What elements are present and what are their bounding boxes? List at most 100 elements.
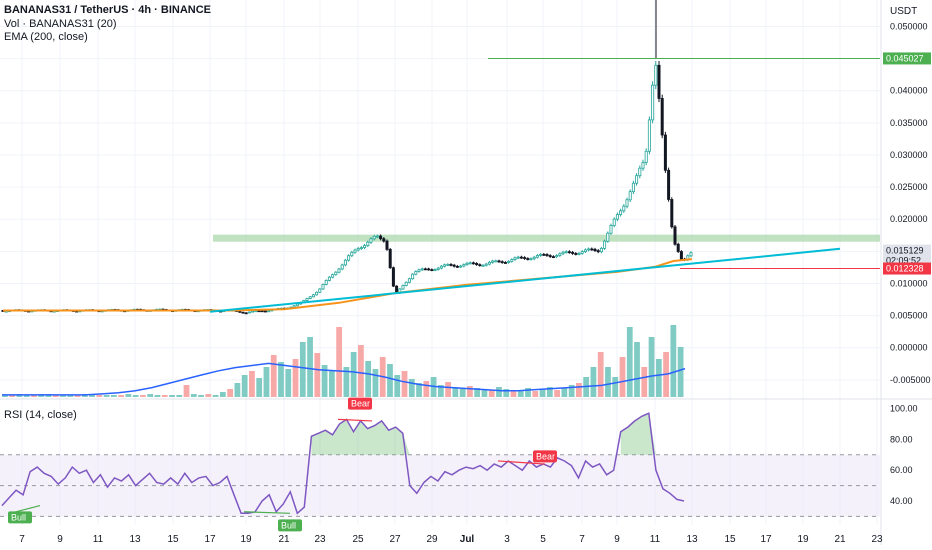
volume-bar bbox=[394, 375, 401, 397]
time-tick-label: 21 bbox=[278, 534, 290, 545]
candle-body bbox=[318, 288, 322, 293]
candle-body bbox=[449, 264, 453, 266]
candle-body bbox=[657, 64, 661, 99]
volume-bar bbox=[147, 394, 154, 397]
volume-bar bbox=[89, 395, 95, 397]
time-tick-label: 29 bbox=[426, 534, 438, 545]
price-tick-label: 0.040000 bbox=[890, 86, 928, 96]
candle-body bbox=[251, 310, 255, 313]
current-price-label: 0.015129 bbox=[886, 246, 924, 256]
volume-bar bbox=[2, 395, 8, 397]
candle-body bbox=[667, 169, 671, 200]
time-tick-label: 17 bbox=[760, 534, 772, 545]
high-level-label: 0.045027 bbox=[886, 53, 924, 63]
candle-body bbox=[401, 285, 405, 290]
candle-body bbox=[558, 253, 562, 256]
candle-body bbox=[331, 274, 335, 278]
candle-body bbox=[324, 279, 328, 285]
volume-bar bbox=[234, 383, 241, 397]
candle-body bbox=[337, 268, 341, 273]
candle-body bbox=[500, 261, 504, 264]
time-tick-label: 27 bbox=[389, 534, 401, 545]
volume-bar bbox=[249, 371, 255, 397]
signal-bear-tag: Bear bbox=[536, 451, 555, 461]
volume-bar bbox=[307, 337, 313, 397]
volume-bar bbox=[474, 388, 481, 397]
candle-body bbox=[484, 263, 488, 266]
price-tick-label: 0.030000 bbox=[890, 150, 928, 160]
candle-body bbox=[468, 262, 472, 265]
volume-bar bbox=[561, 388, 568, 397]
candle-body bbox=[551, 256, 555, 258]
candle-body bbox=[580, 251, 584, 254]
rsi-line bbox=[1, 412, 685, 515]
candle-body bbox=[417, 269, 421, 272]
candle-body bbox=[663, 134, 667, 171]
volume-bar bbox=[437, 385, 444, 397]
candle-body bbox=[411, 273, 415, 280]
time-tick-label: 13 bbox=[129, 534, 141, 545]
candle-body bbox=[427, 268, 431, 271]
candle-body bbox=[420, 268, 424, 271]
volume-bar bbox=[517, 390, 524, 397]
volume-bar bbox=[532, 391, 539, 397]
candle-body bbox=[596, 250, 600, 253]
volume-bar bbox=[358, 345, 364, 397]
volume-bar bbox=[321, 365, 328, 397]
time-tick-label: 19 bbox=[240, 534, 252, 545]
price-tick-label: 0.005000 bbox=[890, 311, 928, 321]
rsi-tick-label: 100.00 bbox=[890, 404, 918, 414]
volume-bar bbox=[263, 367, 270, 397]
candle-body bbox=[644, 150, 648, 163]
volume-bar bbox=[176, 395, 183, 397]
candle-body bbox=[612, 218, 616, 226]
candle-body bbox=[356, 248, 360, 251]
volume-bar bbox=[154, 395, 161, 397]
volume-bar bbox=[452, 387, 459, 397]
candle-body bbox=[567, 251, 571, 254]
volume-bar bbox=[343, 367, 350, 397]
volume-bar bbox=[416, 383, 422, 397]
time-tick-label: 3 bbox=[504, 534, 510, 545]
volume-bar bbox=[31, 395, 37, 397]
volume-bar bbox=[554, 390, 560, 397]
candle-body bbox=[513, 257, 517, 260]
volume-bar bbox=[365, 361, 372, 397]
candle-body bbox=[555, 255, 559, 258]
price-tick-label: 0.010000 bbox=[890, 278, 928, 288]
volume-layer bbox=[2, 325, 686, 397]
countdown-label: 02:09:52 bbox=[886, 256, 921, 266]
candle-body bbox=[519, 256, 523, 259]
candle-body bbox=[366, 241, 370, 246]
time-tick-label: 21 bbox=[834, 534, 846, 545]
volume-bar bbox=[459, 389, 466, 397]
volume-bar bbox=[227, 389, 234, 397]
candle-body bbox=[350, 251, 354, 257]
rsi-layer: Bull Bull Bear Bear bbox=[0, 397, 880, 532]
volume-bar bbox=[568, 385, 575, 397]
candle-body bbox=[590, 248, 594, 251]
volume-bar bbox=[408, 379, 415, 397]
candle-body bbox=[491, 260, 495, 263]
candle-body bbox=[475, 263, 479, 266]
volume-bar bbox=[626, 327, 633, 397]
high-level-label-bg bbox=[883, 52, 931, 65]
price-tick-label: -0.005000 bbox=[890, 375, 931, 385]
volume-bar bbox=[278, 362, 284, 397]
volume-bar bbox=[96, 395, 103, 397]
volume-bar bbox=[60, 395, 66, 397]
candle-body bbox=[471, 262, 475, 265]
volume-bar bbox=[219, 392, 226, 397]
candle-body bbox=[510, 259, 514, 262]
bear-divergence-line bbox=[337, 418, 373, 422]
price-layer bbox=[1, 0, 880, 315]
volume-bar bbox=[161, 395, 168, 397]
candle-body bbox=[673, 226, 677, 245]
volume-bar bbox=[445, 382, 451, 397]
resistance-zone-layer bbox=[213, 234, 880, 242]
candle-body bbox=[503, 262, 507, 264]
signal-bull-tag-bg bbox=[278, 519, 302, 532]
candle-body bbox=[311, 294, 315, 298]
